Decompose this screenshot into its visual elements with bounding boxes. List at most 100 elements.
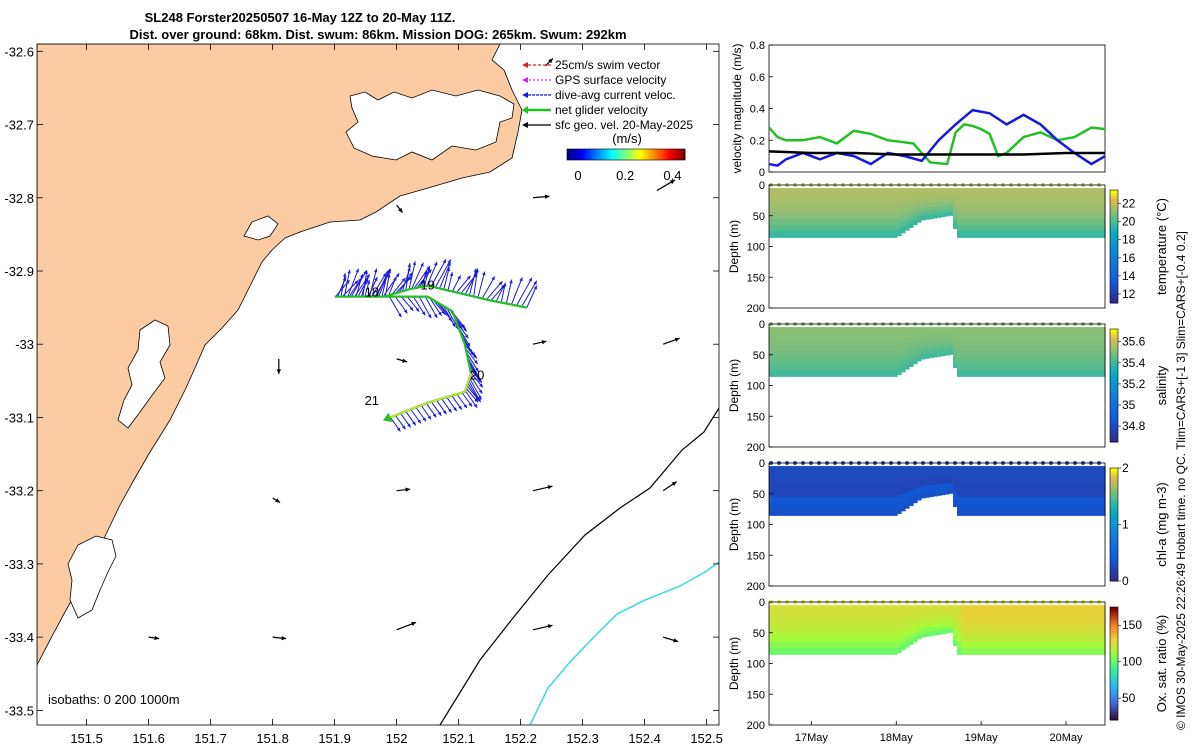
section-colorbar-frame xyxy=(1109,328,1119,443)
section-cell xyxy=(1053,617,1058,625)
section-cell xyxy=(941,351,946,357)
section-colorbar-cell xyxy=(1110,209,1118,214)
section-cell xyxy=(993,509,998,516)
section-cell xyxy=(893,345,898,353)
section-cell xyxy=(981,472,986,479)
section-cell xyxy=(1081,641,1086,649)
dive-avg-vector xyxy=(341,280,359,297)
section-cell xyxy=(937,480,942,485)
section-cell xyxy=(1009,641,1014,649)
section-colorbar-cell xyxy=(1110,535,1118,540)
section-cell xyxy=(1101,212,1106,220)
section-cell xyxy=(853,351,858,359)
colorbar-cell xyxy=(572,149,576,160)
section-colorbar-cell xyxy=(1110,666,1118,670)
section-cell xyxy=(893,496,898,504)
section-cell xyxy=(1033,611,1038,618)
section-cell xyxy=(945,629,950,634)
section-cell xyxy=(1021,357,1026,365)
section-cell xyxy=(1025,327,1030,334)
section-cell xyxy=(881,333,886,340)
section-cell xyxy=(977,617,982,625)
section-cell xyxy=(949,489,954,494)
section-cell xyxy=(833,357,838,365)
section-cell xyxy=(1029,345,1034,353)
section-cell xyxy=(1089,623,1094,631)
section-cell xyxy=(897,501,902,509)
section-cell xyxy=(785,509,790,516)
section-cell xyxy=(1013,224,1018,232)
section-cell xyxy=(825,194,830,201)
section-cell xyxy=(797,496,802,504)
section-cell xyxy=(1077,357,1082,365)
section-cell xyxy=(1045,218,1050,226)
section-cell xyxy=(929,631,934,637)
section-cell xyxy=(857,218,862,226)
section-cell xyxy=(1065,509,1070,516)
section-cell xyxy=(857,333,862,340)
section-cell xyxy=(793,605,798,612)
section-cell xyxy=(825,509,830,516)
section-cell xyxy=(817,502,822,510)
dive-avg-vector xyxy=(441,398,452,413)
section-cell xyxy=(941,622,946,628)
section-cell xyxy=(997,496,1002,504)
section-cell xyxy=(797,466,802,473)
section-cell xyxy=(769,363,774,371)
section-cell xyxy=(1053,641,1058,649)
section-cell xyxy=(1049,333,1054,340)
section-cell xyxy=(825,345,830,353)
section-cell xyxy=(1057,648,1062,655)
geo-vector xyxy=(656,179,676,191)
section-cell xyxy=(1037,605,1042,612)
section-cell xyxy=(1041,218,1046,226)
section-cell xyxy=(777,194,782,201)
section-cell xyxy=(965,629,970,637)
section-cell xyxy=(1025,188,1030,195)
section-cell xyxy=(957,509,962,516)
section-cell xyxy=(1037,194,1042,201)
section-cell xyxy=(785,472,790,479)
section-cell xyxy=(821,218,826,226)
section-cell xyxy=(773,345,778,353)
section-cell xyxy=(993,472,998,479)
section-cell xyxy=(1065,617,1070,625)
section-cell xyxy=(793,617,798,625)
section-cell xyxy=(1097,478,1102,486)
section-cell xyxy=(829,617,834,625)
colorbar-cell xyxy=(594,149,597,160)
section-cell xyxy=(805,496,810,504)
section-cell xyxy=(793,345,798,353)
section-cell xyxy=(925,493,930,498)
section-cell xyxy=(929,327,934,332)
section-cell xyxy=(977,206,982,214)
section-cell xyxy=(813,648,818,655)
section-cell xyxy=(1021,605,1026,612)
section-cell xyxy=(1065,231,1070,238)
section-colorbar-cell xyxy=(1110,238,1118,242)
section-cell xyxy=(1001,484,1006,492)
section-cell xyxy=(897,327,902,334)
section-cell xyxy=(1069,357,1074,365)
section-cell xyxy=(801,333,806,340)
section-cell xyxy=(1025,623,1030,631)
legend-swatch-head xyxy=(522,106,528,114)
section-cell xyxy=(861,370,866,377)
section-cell xyxy=(929,466,934,471)
section-cell xyxy=(1077,363,1082,371)
section-cell xyxy=(841,212,846,220)
section-cell xyxy=(997,490,1002,498)
section-cell xyxy=(885,629,890,637)
section-cell xyxy=(1073,635,1078,643)
section-cell xyxy=(1013,351,1018,359)
section-cell xyxy=(853,478,858,486)
section-cell xyxy=(889,231,894,238)
section-cell xyxy=(1057,206,1062,214)
section-cell xyxy=(805,605,810,612)
geo-vector xyxy=(272,497,281,504)
section-cell xyxy=(905,358,910,365)
section-cell xyxy=(925,354,930,359)
section-cell xyxy=(917,491,922,497)
section-cell xyxy=(769,496,774,504)
section-cell xyxy=(1001,629,1006,637)
